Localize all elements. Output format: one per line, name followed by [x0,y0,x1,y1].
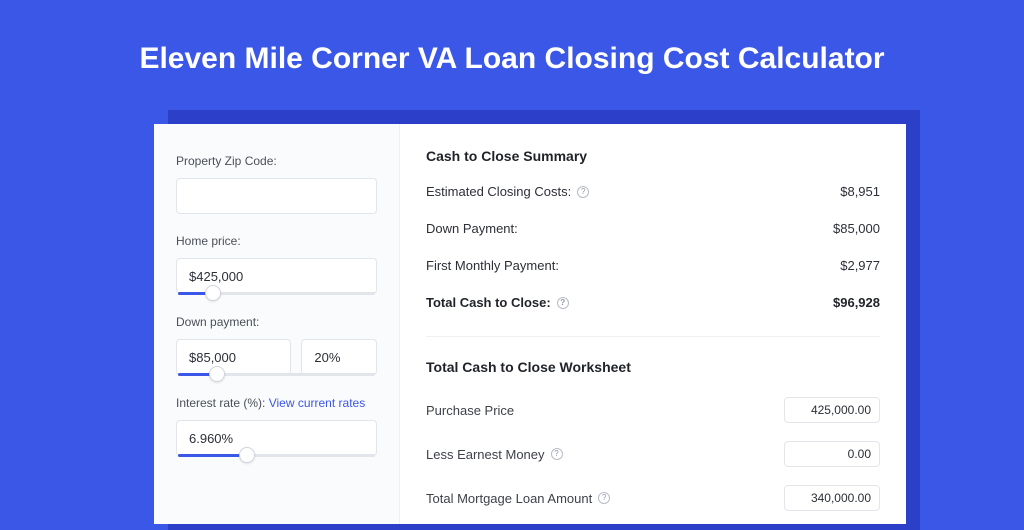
summary-title: Cash to Close Summary [426,148,880,164]
home-price-slider[interactable] [176,292,377,295]
interest-rate-field: Interest rate (%): View current rates [176,396,377,457]
help-icon[interactable]: ? [577,186,589,198]
help-icon[interactable]: ? [598,492,610,504]
worksheet-row-label: Total Mortgage Loan Amount [426,491,592,506]
interest-rate-slider[interactable] [176,454,377,457]
worksheet-row-value[interactable] [784,397,880,423]
worksheet-title: Total Cash to Close Worksheet [426,359,880,375]
results-column: Cash to Close Summary Estimated Closing … [400,124,906,524]
down-payment-slider[interactable] [176,373,377,376]
summary-row-value: $85,000 [833,221,880,236]
worksheet-row: Total Mortgage Loan Amount ? [426,485,880,511]
worksheet-row-value[interactable] [784,485,880,511]
summary-row-value: $2,977 [840,258,880,273]
zip-input[interactable] [176,178,377,214]
summary-total-row: Total Cash to Close: ? $96,928 [426,295,880,310]
down-payment-percent-input[interactable] [301,339,377,375]
interest-rate-slider-thumb[interactable] [239,447,255,463]
down-payment-input[interactable] [176,339,291,375]
summary-row: Estimated Closing Costs: ? $8,951 [426,184,880,199]
summary-row: First Monthly Payment: $2,977 [426,258,880,273]
calculator-panel: Property Zip Code: Home price: Down paym… [154,124,906,524]
summary-row-label: Estimated Closing Costs: [426,184,571,199]
worksheet-row-label: Purchase Price [426,403,514,418]
down-payment-slider-thumb[interactable] [209,366,225,382]
home-price-slider-thumb[interactable] [205,285,221,301]
worksheet-row-label: Less Earnest Money [426,447,545,462]
summary-row-label: Down Payment: [426,221,518,236]
interest-rate-label: Interest rate (%): View current rates [176,396,377,410]
worksheet-row: Purchase Price [426,397,880,423]
summary-row-value: $8,951 [840,184,880,199]
view-rates-link[interactable]: View current rates [269,396,366,410]
help-icon[interactable]: ? [557,297,569,309]
summary-row-label: First Monthly Payment: [426,258,559,273]
home-price-field: Home price: [176,234,377,295]
summary-total-label: Total Cash to Close: [426,295,551,310]
zip-label: Property Zip Code: [176,154,377,168]
inputs-column: Property Zip Code: Home price: Down paym… [154,124,400,524]
summary-total-value: $96,928 [833,295,880,310]
down-payment-field: Down payment: [176,315,377,376]
down-payment-label: Down payment: [176,315,377,329]
home-price-label: Home price: [176,234,377,248]
page-title: Eleven Mile Corner VA Loan Closing Cost … [0,0,1024,76]
interest-rate-input[interactable] [176,420,377,456]
interest-rate-label-text: Interest rate (%): [176,396,265,410]
zip-field: Property Zip Code: [176,154,377,214]
summary-row: Down Payment: $85,000 [426,221,880,236]
worksheet-row: Less Earnest Money ? [426,441,880,467]
interest-rate-slider-fill [178,454,247,457]
worksheet-row-value[interactable] [784,441,880,467]
worksheet-section: Total Cash to Close Worksheet Purchase P… [426,336,880,529]
help-icon[interactable]: ? [551,448,563,460]
